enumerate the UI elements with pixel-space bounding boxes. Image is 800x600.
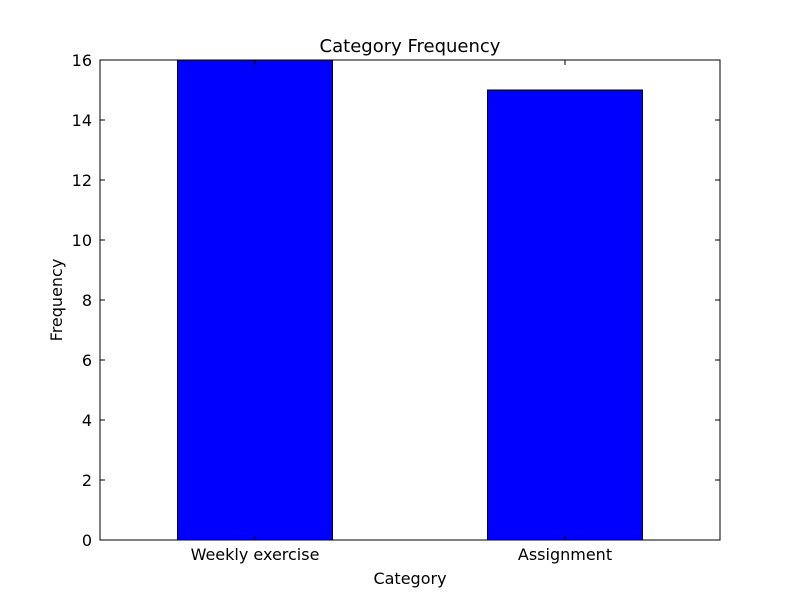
y-tick-label: 8 bbox=[82, 291, 92, 310]
chart-title: Category Frequency bbox=[320, 36, 501, 57]
bar-weekly-exercise bbox=[178, 60, 333, 540]
y-tick-label: 16 bbox=[72, 51, 92, 70]
y-tick-label: 12 bbox=[72, 171, 92, 190]
x-tick-label: Weekly exercise bbox=[191, 545, 320, 564]
x-axis-label: Category bbox=[373, 569, 446, 588]
y-tick-label: 0 bbox=[82, 531, 92, 550]
y-axis-label: Frequency bbox=[47, 259, 66, 342]
y-tick-label: 4 bbox=[82, 411, 92, 430]
y-tick-label: 2 bbox=[82, 471, 92, 490]
x-tick-label: Assignment bbox=[518, 545, 612, 564]
y-tick-label: 14 bbox=[72, 111, 92, 130]
y-tick-label: 10 bbox=[72, 231, 92, 250]
y-tick-label: 6 bbox=[82, 351, 92, 370]
bar-assignment bbox=[488, 90, 643, 540]
